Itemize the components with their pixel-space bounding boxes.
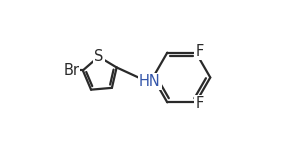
Text: Br: Br [63, 63, 79, 78]
Text: F: F [195, 96, 204, 111]
Text: F: F [195, 44, 204, 59]
Text: HN: HN [139, 74, 161, 89]
Text: S: S [94, 49, 103, 64]
